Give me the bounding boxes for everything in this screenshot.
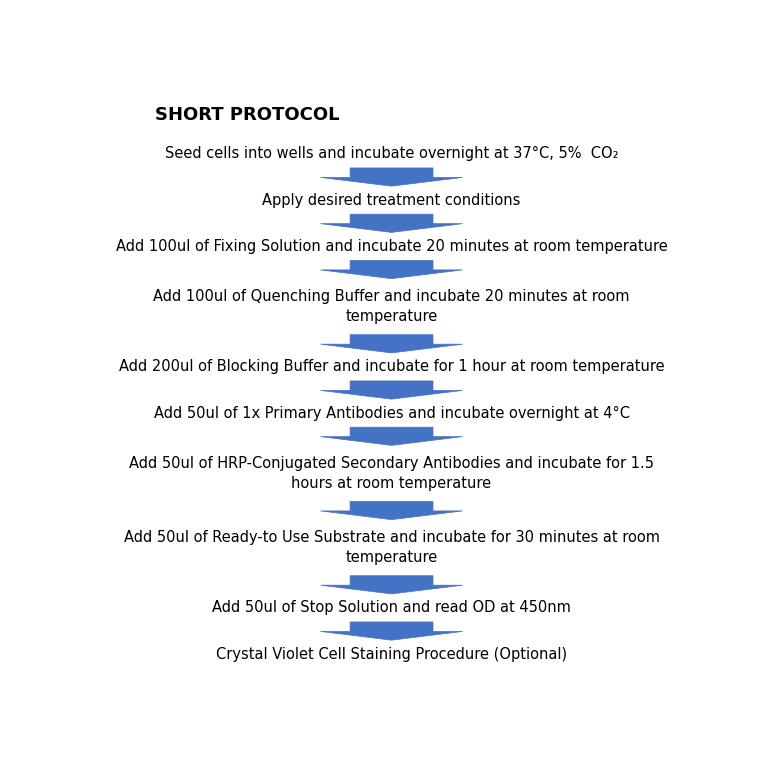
- Text: Add 50ul of Ready-to Use Substrate and incubate for 30 minutes at room
temperatu: Add 50ul of Ready-to Use Substrate and i…: [124, 530, 659, 565]
- Polygon shape: [321, 427, 463, 445]
- Text: SHORT PROTOCOL: SHORT PROTOCOL: [154, 106, 339, 125]
- Polygon shape: [321, 381, 463, 399]
- Polygon shape: [321, 576, 463, 594]
- Polygon shape: [321, 214, 463, 232]
- Polygon shape: [321, 261, 463, 279]
- Text: Add 50ul of Stop Solution and read OD at 450nm: Add 50ul of Stop Solution and read OD at…: [212, 601, 571, 616]
- Text: Add 100ul of Fixing Solution and incubate 20 minutes at room temperature: Add 100ul of Fixing Solution and incubat…: [115, 239, 668, 254]
- Text: Add 100ul of Quenching Buffer and incubate 20 minutes at room
temperature: Add 100ul of Quenching Buffer and incuba…: [154, 290, 630, 324]
- Text: Apply desired treatment conditions: Apply desired treatment conditions: [262, 193, 521, 208]
- Text: Add 50ul of 1x Primary Antibodies and incubate overnight at 4°C: Add 50ul of 1x Primary Antibodies and in…: [154, 406, 630, 421]
- Polygon shape: [321, 622, 463, 640]
- Polygon shape: [321, 335, 463, 353]
- Polygon shape: [321, 501, 463, 520]
- Text: Crystal Violet Cell Staining Procedure (Optional): Crystal Violet Cell Staining Procedure (…: [216, 646, 567, 662]
- Text: Seed cells into wells and incubate overnight at 37°C, 5%  CO₂: Seed cells into wells and incubate overn…: [165, 147, 618, 161]
- Text: Add 200ul of Blocking Buffer and incubate for 1 hour at room temperature: Add 200ul of Blocking Buffer and incubat…: [118, 359, 665, 374]
- Polygon shape: [321, 168, 463, 186]
- Text: Add 50ul of HRP-Conjugated Secondary Antibodies and incubate for 1.5
hours at ro: Add 50ul of HRP-Conjugated Secondary Ant…: [129, 456, 654, 490]
